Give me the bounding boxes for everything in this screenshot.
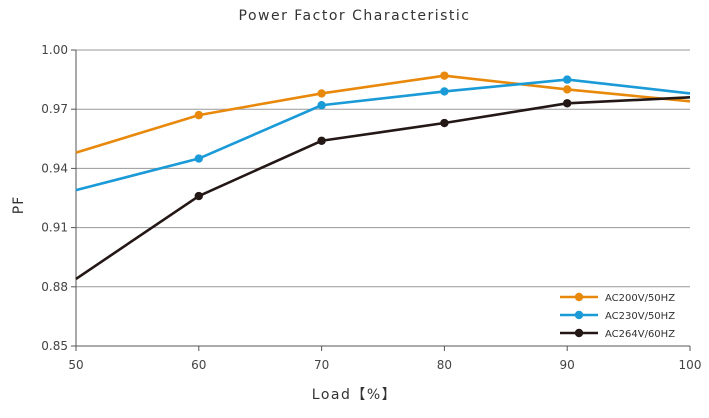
y-tick-label-4: 0.97 (41, 102, 68, 116)
series-1-point-1 (194, 154, 203, 163)
legend-marker-2 (574, 328, 584, 338)
grid-lines (76, 49, 690, 288)
legend: AC200V/50HZ AC230V/50HZ AC264V/60HZ (560, 292, 675, 340)
series-0-point-1 (194, 110, 203, 120)
series-0-point-3 (440, 71, 449, 80)
series-2-point-2 (317, 136, 326, 145)
series-line-0 (75, 74, 691, 154)
x-tick-label-3: 80 (437, 358, 452, 372)
axes (71, 49, 691, 351)
x-tick-label-0: 50 (68, 358, 83, 372)
x-tick-label-4: 90 (560, 358, 575, 372)
series-1-point-4 (563, 75, 572, 84)
series-2-point-3 (440, 118, 449, 128)
x-tick-label-5: 100 (679, 358, 702, 372)
series-0-point-4 (563, 85, 572, 94)
x-tick-label-1: 60 (191, 358, 206, 372)
series-2-point-1 (194, 191, 203, 201)
series-line-1 (75, 78, 691, 192)
series-2-point-4 (563, 99, 572, 108)
y-tick-label-2: 0.91 (41, 221, 68, 235)
series-0-point-2 (317, 89, 326, 98)
series-1-point-3 (440, 87, 449, 96)
legend-label-2: AC264V/60HZ (605, 329, 675, 340)
y-tick-label-3: 0.94 (41, 161, 68, 175)
series-line-2 (75, 96, 691, 280)
legend-label-1: AC230V/50HZ (605, 311, 675, 322)
series-1-point-2 (317, 101, 326, 110)
series-lines (75, 71, 691, 280)
x-axis-label: Load【%】 (311, 387, 398, 403)
chart-title: Power Factor Characteristic (238, 8, 471, 24)
y-tick-label-1: 0.88 (41, 280, 68, 294)
legend-marker-0 (574, 292, 584, 302)
x-tick-label-2: 70 (314, 358, 329, 372)
legend-label-0: AC200V/50HZ (605, 293, 675, 304)
y-tick-label-5: 1.00 (41, 43, 68, 57)
y-tick-label-0: 0.85 (41, 339, 68, 353)
legend-marker-1 (574, 310, 584, 320)
tick-labels: 0.85 0.88 0.91 0.94 0.97 1.00 50 60 70 80 90 100 (41, 43, 701, 372)
